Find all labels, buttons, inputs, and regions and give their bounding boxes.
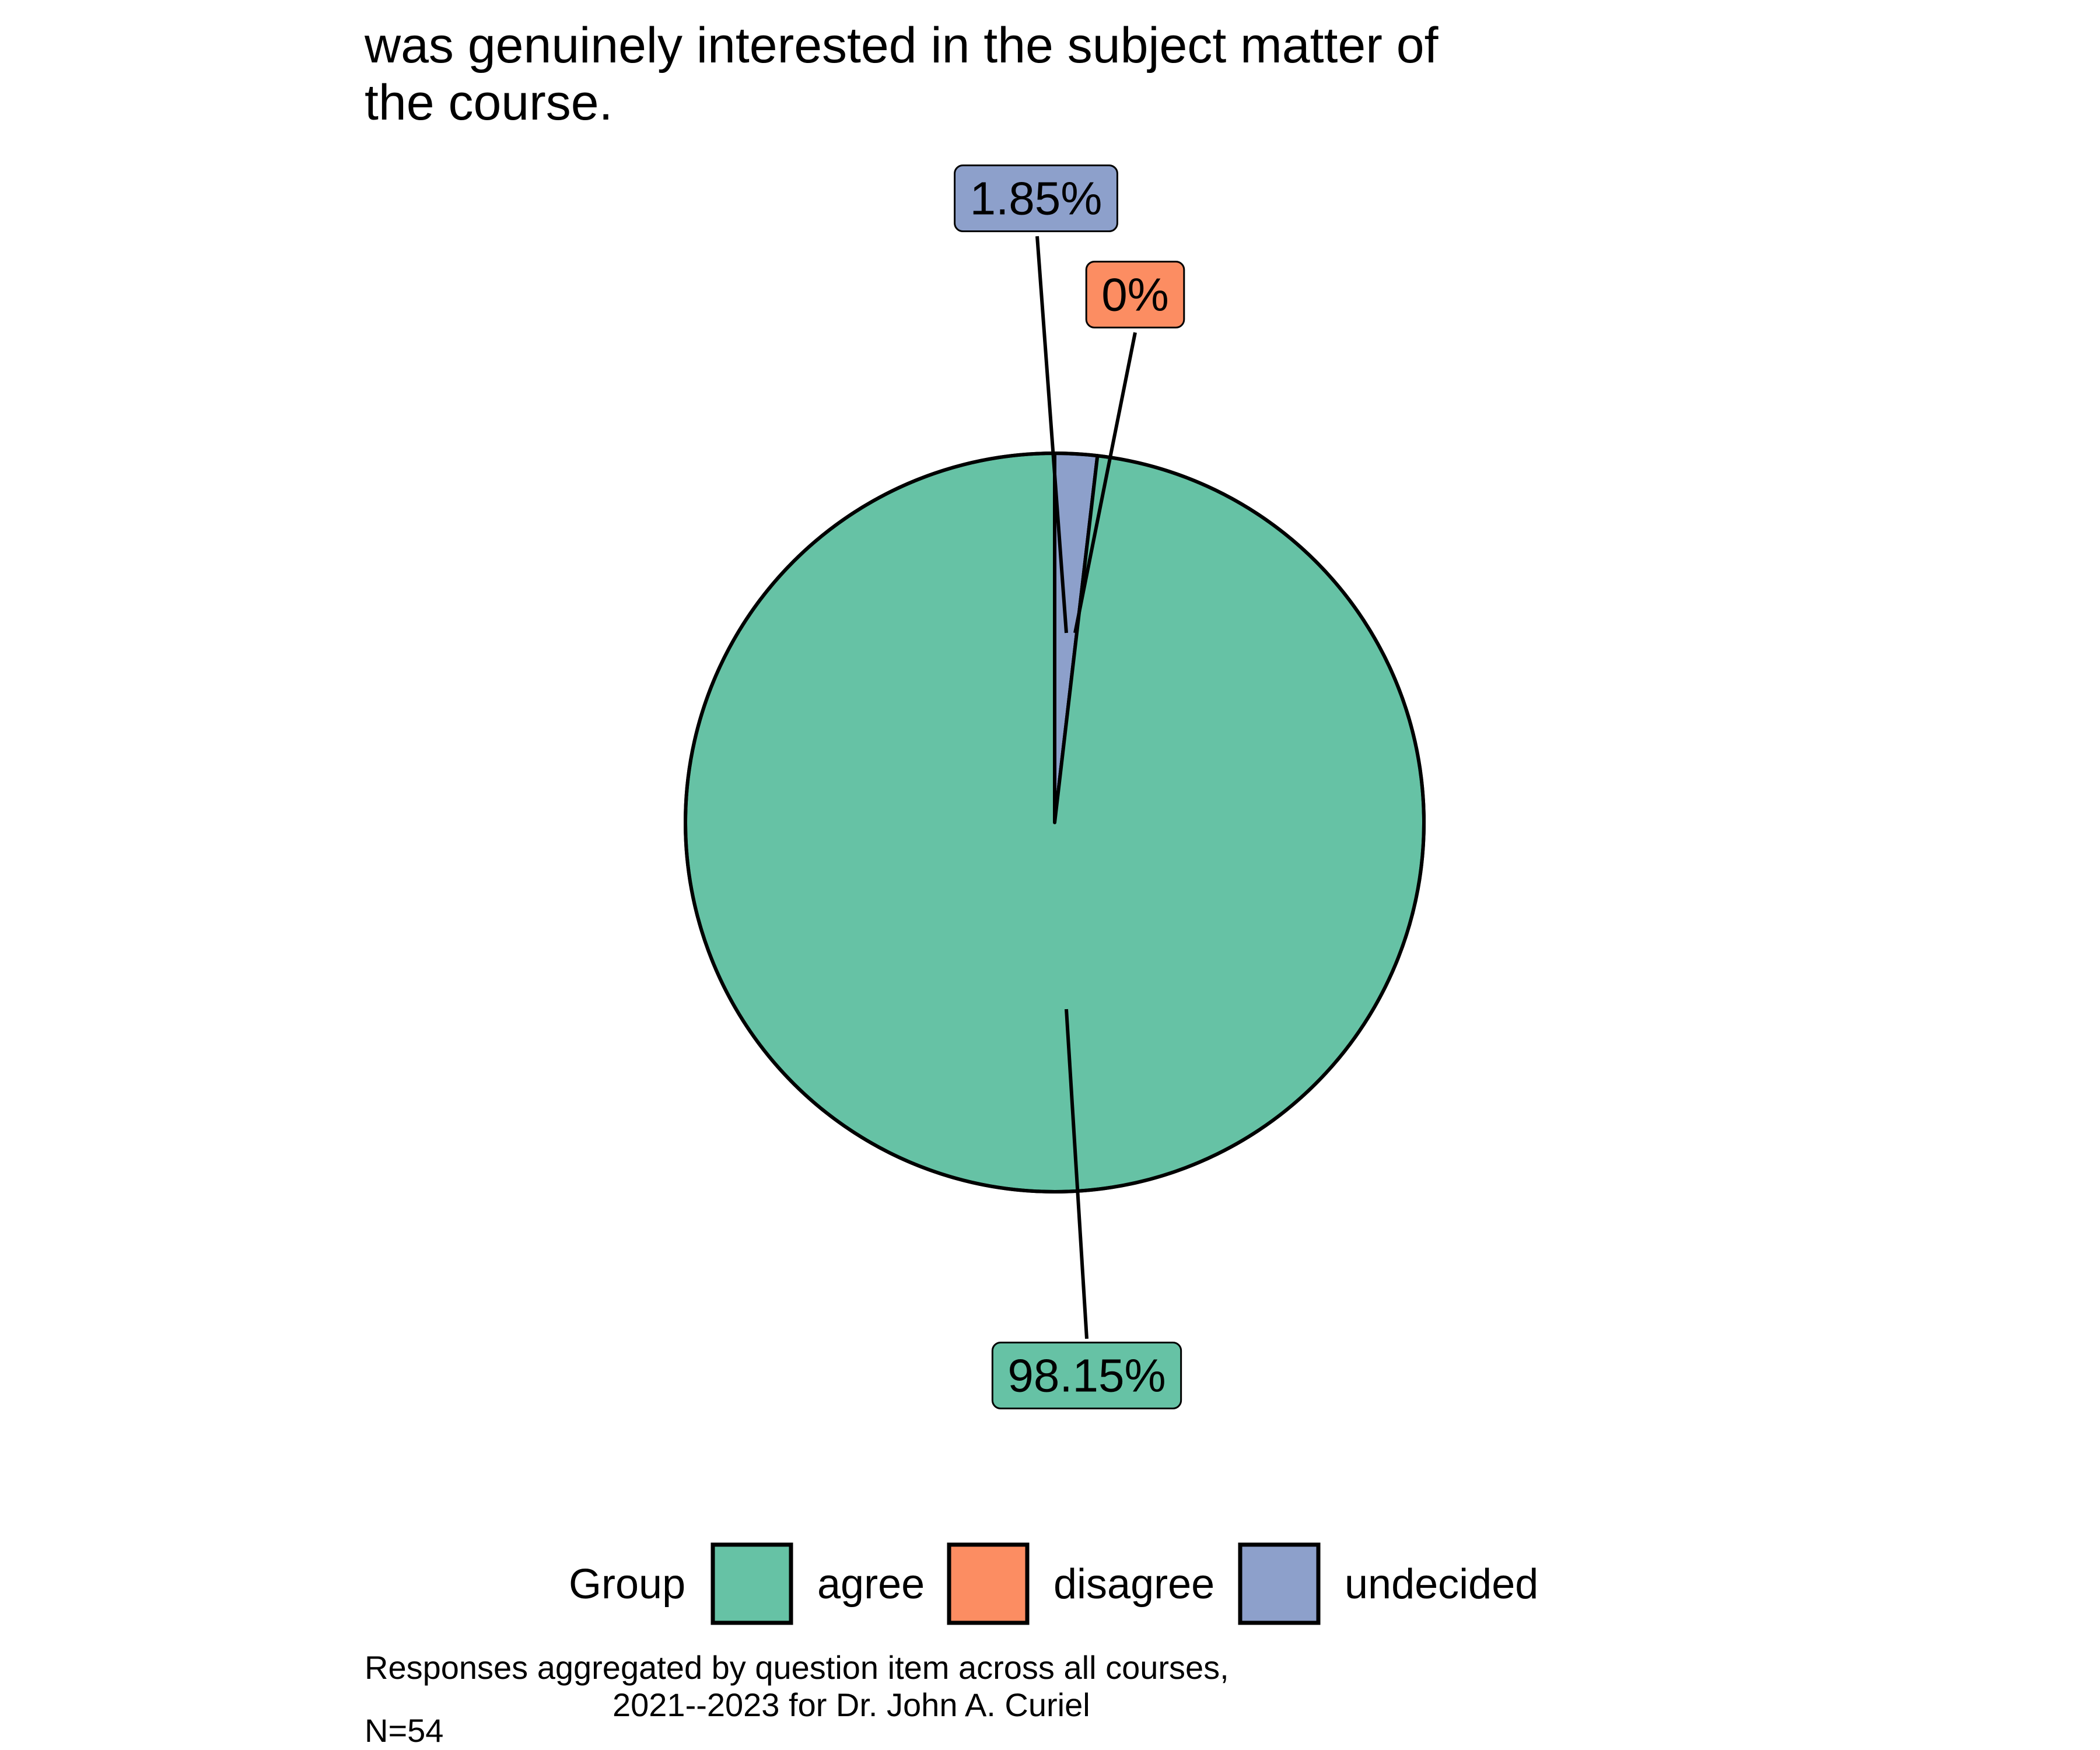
caption-line-1: Responses aggregated by question item ac… <box>365 1649 1229 1686</box>
legend-key-undecided <box>1238 1542 1321 1625</box>
sample-size-note: N=54 <box>365 1712 443 1749</box>
slice-label-box-disagree <box>1085 261 1185 328</box>
legend-title: Group <box>569 1561 685 1608</box>
slice-label-text-disagree: 0% <box>1101 269 1169 321</box>
slice-label-agree: 98.15% <box>991 1342 1182 1409</box>
chart-title-line-1: was genuinely interested in the subject … <box>364 18 1439 74</box>
pie-slices <box>684 452 1426 1194</box>
leader-line-disagree <box>1073 332 1137 634</box>
slice-label-undecided: 1.85% <box>954 164 1118 232</box>
legend-key-disagree <box>947 1542 1030 1625</box>
slice-label-text-agree: 98.15% <box>1007 1350 1166 1402</box>
legend-label-undecided: undecided <box>1345 1561 1538 1608</box>
slice-label-disagree: 0% <box>1085 261 1185 328</box>
legend: Group agree disagree undecided <box>569 1542 1538 1625</box>
slice-label-text-undecided: 1.85% <box>970 173 1102 225</box>
slice-label-box-agree <box>991 1342 1182 1409</box>
leader-line-agree <box>1065 1009 1088 1339</box>
leader-line-undecided <box>1035 236 1068 634</box>
legend-key-agree <box>710 1542 793 1625</box>
slice-label-box-undecided <box>954 164 1118 232</box>
legend-label-agree: agree <box>817 1561 925 1608</box>
legend-label-disagree: disagree <box>1054 1561 1214 1608</box>
chart-title-line-2: the course. <box>365 75 612 131</box>
slice-labels: 1.85% 0% 98.15% <box>954 164 1185 1409</box>
pie-slice-agree <box>684 452 1426 1194</box>
caption-line-2: 2021--2023 for Dr. John A. Curiel <box>612 1686 1090 1723</box>
